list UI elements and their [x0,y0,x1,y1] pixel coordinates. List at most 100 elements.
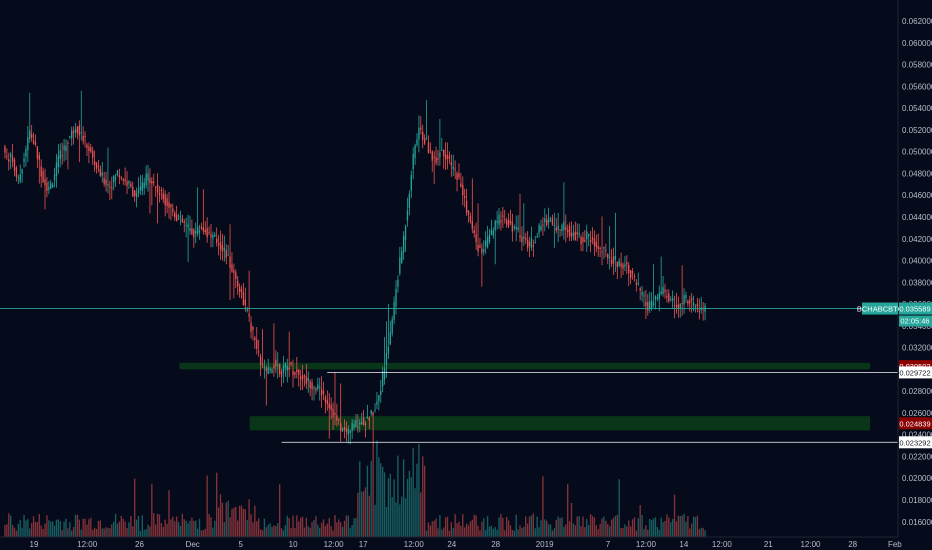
volume-bar [572,523,575,537]
support-price-label: 0.023292 [899,438,930,447]
volume-bar [618,479,620,537]
candle-body [372,412,374,416]
candle-body [364,423,367,426]
candle-body [452,166,454,169]
candle-body [378,395,380,402]
volume-bar [227,500,229,537]
volume-bar [90,517,92,537]
candle-body [536,236,538,238]
supply-demand-zone[interactable] [249,416,870,431]
candle-body [473,230,475,233]
volume-bar [696,515,699,537]
volume-bar [84,518,86,537]
symbol-label: BCHABCBTC [857,305,904,314]
volume-bar [317,524,319,537]
volume-bar [97,521,100,537]
candle-body [549,220,552,222]
candle-body [343,427,346,430]
volume-bar [30,523,33,537]
volume-bar [431,521,433,537]
candle-body [498,214,500,225]
supply-demand-zone[interactable] [179,362,871,370]
candle-body [303,375,306,377]
candle-body [488,234,491,242]
volume-bar [303,527,306,537]
volume-bar [444,517,447,537]
candle-body [78,125,81,136]
candle-body [668,293,670,302]
candle-body [465,200,468,213]
volume-bar [151,483,153,537]
candle-body [284,363,287,368]
candle-body [517,227,519,230]
candle-body [195,231,197,234]
volume-bar [380,463,382,537]
candle-body [439,152,441,158]
x-axis[interactable]: 19 12:00 26 Dec 5 10 12:00 17 12:00 24 28 2019 7 12:0… [30,540,903,549]
candle-body [244,299,246,305]
candle-body [568,225,571,236]
volume-bar [513,530,515,537]
volume-bar [677,515,680,537]
candle-body [420,127,422,130]
volume-bar [74,514,77,537]
volume-bar [275,525,277,537]
candle-body [137,189,140,194]
volume-bar [99,520,102,537]
candle-body [116,170,119,175]
volume-bar [458,521,460,537]
candle-body [576,232,578,235]
x-tick-label: 19 [30,540,39,549]
volume-bar [515,514,517,537]
volume-bar [633,517,636,537]
volume-bar [225,502,227,537]
volume-bar [694,517,697,537]
volume-bar [521,528,523,537]
volume-bar [452,528,454,537]
candle-body [42,171,44,183]
candle-body [671,298,674,301]
volume-bar [63,521,65,537]
candle-body [301,375,304,381]
volume-bar [563,526,565,537]
candle-body [256,339,258,349]
volume-bar [78,519,81,537]
volume-bar [189,520,191,537]
candle-body [647,302,649,311]
support-price-tag [899,436,932,449]
candle-body [410,175,412,191]
candle-body [607,253,609,259]
candle-body [666,296,668,298]
candle-body [109,186,111,188]
volume-bar [460,525,462,537]
volume-bar [607,524,609,537]
candle-body [311,382,313,390]
candle-body [553,225,556,227]
candle-body [84,136,86,138]
countdown-tag [899,315,932,327]
volume-bar [311,522,313,537]
volume-bar [298,521,300,537]
candle-body [204,229,206,233]
candle-body [8,159,10,162]
candle-body [147,173,149,181]
volume-bar [402,459,405,537]
candle-body [160,189,163,191]
candle-body [282,365,285,373]
candle-body [559,229,561,231]
volume-bar [509,525,512,537]
volume-bar [8,513,10,537]
candle-body [361,422,363,425]
candle-body [593,238,596,246]
volume-bar [561,517,563,537]
candle-body [326,400,329,405]
volume-bar [546,520,548,537]
candle-body [217,243,220,246]
